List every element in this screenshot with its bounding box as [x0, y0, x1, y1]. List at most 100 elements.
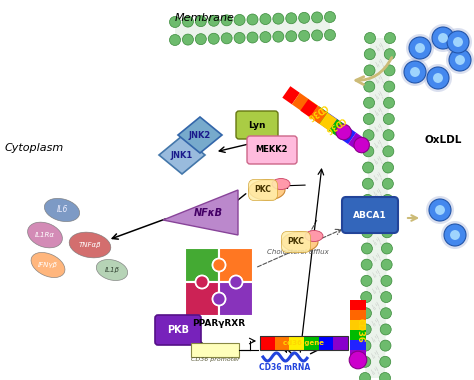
Polygon shape	[367, 216, 387, 232]
Circle shape	[380, 340, 391, 351]
Circle shape	[441, 221, 469, 249]
Polygon shape	[227, 20, 239, 38]
Polygon shape	[367, 249, 387, 264]
Circle shape	[364, 49, 375, 60]
Circle shape	[196, 276, 209, 288]
FancyArrowPatch shape	[356, 57, 392, 84]
Polygon shape	[201, 21, 214, 39]
Circle shape	[362, 195, 373, 206]
Polygon shape	[159, 136, 205, 174]
Circle shape	[415, 43, 425, 53]
Circle shape	[404, 61, 426, 83]
Bar	[338, 126, 356, 144]
Bar	[333, 336, 348, 350]
Text: IL1β: IL1β	[104, 267, 119, 273]
Ellipse shape	[31, 252, 65, 277]
Bar	[301, 99, 318, 117]
Circle shape	[311, 12, 323, 23]
Circle shape	[208, 15, 219, 26]
FancyBboxPatch shape	[155, 315, 201, 345]
Circle shape	[362, 178, 374, 189]
Ellipse shape	[69, 232, 111, 258]
Circle shape	[363, 146, 374, 157]
Circle shape	[360, 324, 371, 335]
Bar	[219, 282, 253, 316]
Polygon shape	[368, 151, 388, 168]
Polygon shape	[163, 190, 238, 235]
Bar	[274, 336, 289, 350]
Circle shape	[429, 199, 451, 221]
Circle shape	[384, 81, 395, 92]
Text: Lyn: Lyn	[248, 120, 266, 130]
Circle shape	[196, 276, 209, 288]
Circle shape	[221, 15, 232, 26]
Bar	[283, 86, 300, 105]
Circle shape	[195, 16, 206, 27]
Polygon shape	[367, 200, 388, 216]
FancyBboxPatch shape	[342, 197, 398, 233]
Circle shape	[364, 65, 375, 76]
Circle shape	[364, 81, 375, 92]
Bar	[185, 282, 219, 316]
Circle shape	[426, 196, 454, 224]
Text: CD36 mRNA: CD36 mRNA	[259, 363, 310, 372]
Circle shape	[432, 27, 454, 49]
Circle shape	[384, 65, 395, 76]
Polygon shape	[365, 346, 385, 362]
Ellipse shape	[45, 198, 80, 222]
Text: CD36: CD36	[305, 102, 329, 122]
Text: cd36 gene: cd36 gene	[283, 340, 325, 346]
Circle shape	[273, 31, 284, 42]
Circle shape	[363, 162, 374, 173]
Polygon shape	[253, 19, 265, 38]
Circle shape	[212, 258, 226, 271]
Circle shape	[383, 130, 394, 141]
Bar	[350, 330, 366, 340]
Circle shape	[364, 97, 374, 108]
Text: Cholesterol efflux: Cholesterol efflux	[267, 249, 329, 255]
Bar	[350, 310, 366, 320]
Circle shape	[381, 308, 392, 319]
Ellipse shape	[305, 231, 323, 242]
Circle shape	[401, 58, 429, 86]
Circle shape	[384, 33, 395, 43]
Circle shape	[363, 130, 374, 141]
Bar	[319, 112, 337, 131]
Bar	[219, 248, 253, 282]
Circle shape	[361, 291, 372, 302]
Circle shape	[247, 14, 258, 25]
Circle shape	[382, 211, 393, 222]
Circle shape	[311, 30, 323, 41]
Circle shape	[286, 13, 297, 24]
Text: JNK1: JNK1	[171, 150, 193, 160]
Polygon shape	[317, 17, 330, 35]
Text: Membrane: Membrane	[175, 13, 235, 23]
Text: CD36: CD36	[323, 115, 347, 135]
Circle shape	[362, 211, 373, 222]
Circle shape	[427, 67, 449, 89]
Circle shape	[406, 34, 434, 62]
Circle shape	[424, 64, 452, 92]
Polygon shape	[365, 362, 385, 378]
Circle shape	[234, 14, 245, 25]
Circle shape	[273, 13, 284, 24]
Polygon shape	[291, 18, 304, 36]
Circle shape	[208, 33, 219, 44]
Circle shape	[363, 114, 374, 125]
Polygon shape	[365, 329, 386, 346]
Polygon shape	[366, 313, 386, 329]
Circle shape	[195, 34, 206, 45]
Text: OxLDL: OxLDL	[424, 135, 462, 145]
Bar	[260, 336, 348, 350]
Text: CD36: CD36	[356, 318, 365, 342]
Circle shape	[429, 24, 457, 52]
Ellipse shape	[272, 179, 290, 190]
Circle shape	[433, 73, 443, 83]
Circle shape	[453, 37, 463, 47]
Circle shape	[247, 32, 258, 43]
Circle shape	[409, 37, 431, 59]
Circle shape	[286, 31, 297, 42]
FancyBboxPatch shape	[247, 136, 297, 164]
Circle shape	[299, 30, 310, 41]
Circle shape	[212, 258, 226, 271]
